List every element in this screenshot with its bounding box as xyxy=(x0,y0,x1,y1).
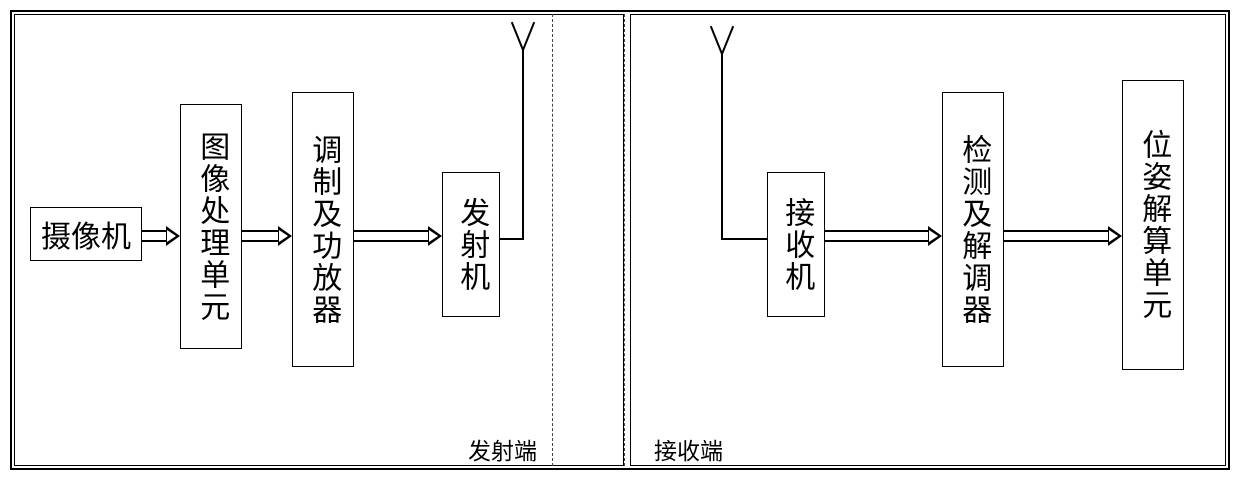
rx-antenna xyxy=(721,54,767,242)
demodulator-box: 检测及解调器 xyxy=(942,92,1004,367)
camera-box: 摄像机 xyxy=(30,207,142,261)
tx-antenna-mast xyxy=(522,50,524,240)
rx-antenna-mast xyxy=(721,54,723,240)
pose-solver-box: 位姿解算单元 xyxy=(1122,80,1184,370)
arrow-rx-to-demodulator xyxy=(825,230,942,242)
pose-solver-label: 位姿解算单元 xyxy=(1136,129,1171,321)
modulator-box: 调制及功放器 xyxy=(292,92,354,367)
tx-divider xyxy=(552,14,553,466)
rx-panel-label: 接收端 xyxy=(654,432,723,466)
img-proc-label: 图像处理单元 xyxy=(194,131,229,323)
arrow-camera-to-imgproc xyxy=(142,230,180,242)
img-proc-box: 图像处理单元 xyxy=(180,104,242,349)
demodulator-label: 检测及解调器 xyxy=(956,134,991,326)
tx-panel-label: 发射端 xyxy=(468,432,537,466)
receiver-label: 接收机 xyxy=(779,197,814,293)
transmitter-label: 发射机 xyxy=(454,197,489,293)
diagram-frame: 发射端 接收端 摄像机 图像处理单元 调制及功放器 发射机 接收机 检测及解调器… xyxy=(10,10,1230,470)
tx-antenna xyxy=(500,50,544,242)
camera-label: 摄像机 xyxy=(41,212,131,256)
rx-divider xyxy=(624,14,625,466)
arrow-demodulator-to-pose xyxy=(1004,230,1122,242)
rx-antenna-run xyxy=(721,238,767,240)
modulator-label: 调制及功放器 xyxy=(306,134,341,326)
receiver-box: 接收机 xyxy=(767,172,825,317)
tx-antenna-run xyxy=(500,238,524,240)
arrow-modulator-to-tx xyxy=(354,230,442,242)
arrow-imgproc-to-modulator xyxy=(242,230,292,242)
transmitter-box: 发射机 xyxy=(442,172,500,317)
